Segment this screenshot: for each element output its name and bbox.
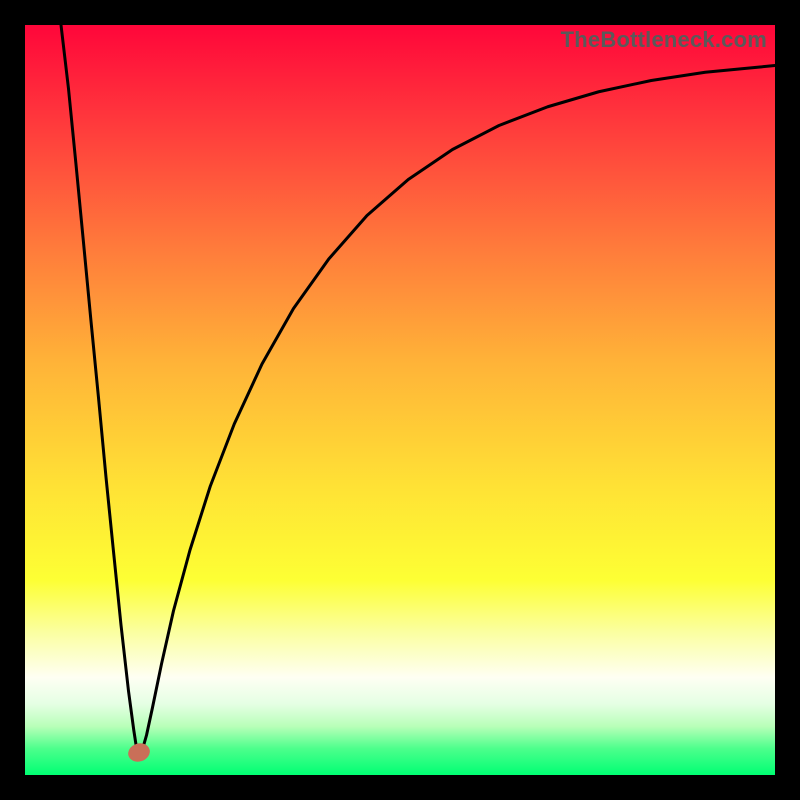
curve-layer <box>25 25 775 775</box>
chart-container: TheBottleneck.com <box>0 0 800 800</box>
bottleneck-curve <box>61 25 775 755</box>
plot-area: TheBottleneck.com <box>25 25 775 775</box>
watermark-text: TheBottleneck.com <box>561 27 767 53</box>
min-marker <box>126 741 152 765</box>
